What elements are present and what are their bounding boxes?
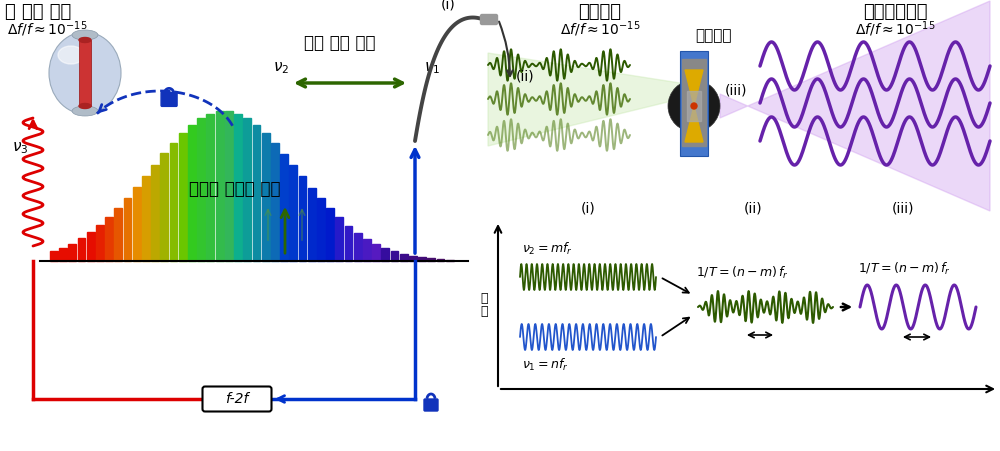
FancyBboxPatch shape <box>424 399 438 411</box>
Bar <box>409 256 417 261</box>
Text: 테라헤르츠파: 테라헤르츠파 <box>863 3 927 21</box>
Bar <box>418 257 426 261</box>
Text: $\Delta f/f \approx 10^{-15}$: $\Delta f/f \approx 10^{-15}$ <box>7 19 88 39</box>
Bar <box>682 59 706 146</box>
Bar <box>114 208 122 261</box>
Bar <box>179 133 187 261</box>
Text: 포토믹서: 포토믹서 <box>696 28 732 43</box>
Bar <box>271 143 279 261</box>
Bar <box>78 239 85 261</box>
Polygon shape <box>685 106 703 142</box>
Bar <box>446 260 454 261</box>
Bar <box>280 154 288 261</box>
Text: (ii): (ii) <box>516 69 535 83</box>
Text: $\Delta f/f \approx 10^{-15}$: $\Delta f/f \approx 10^{-15}$ <box>855 19 935 39</box>
Bar <box>170 143 177 261</box>
Text: 광주파수: 광주파수 <box>578 3 622 21</box>
Text: 광빛 모드 추출: 광빛 모드 추출 <box>304 34 376 52</box>
Text: (i): (i) <box>441 0 455 11</box>
Ellipse shape <box>79 37 91 42</box>
Bar <box>234 114 242 261</box>
Bar <box>363 239 371 261</box>
Bar <box>142 176 150 261</box>
Bar <box>317 198 325 261</box>
Bar <box>372 244 380 261</box>
Bar <box>151 165 159 261</box>
Bar <box>391 251 398 261</box>
Circle shape <box>668 80 720 132</box>
Bar <box>335 217 343 261</box>
FancyBboxPatch shape <box>480 14 498 24</box>
Bar <box>262 133 270 261</box>
Text: (iii): (iii) <box>892 202 914 216</box>
Ellipse shape <box>58 46 84 64</box>
Bar <box>225 111 233 261</box>
Bar <box>427 258 435 261</box>
Bar <box>437 259 444 261</box>
Text: (ii): (ii) <box>744 202 762 216</box>
Bar <box>105 217 113 261</box>
Bar <box>188 125 196 261</box>
Bar <box>345 226 352 261</box>
Bar <box>197 118 205 261</box>
Bar <box>96 226 104 261</box>
Bar <box>687 91 701 121</box>
Ellipse shape <box>49 32 121 114</box>
Ellipse shape <box>72 30 98 40</box>
Polygon shape <box>685 70 703 106</box>
Ellipse shape <box>79 103 91 109</box>
Polygon shape <box>720 1 990 211</box>
Text: $1/T = (n-m)\,f_r$: $1/T = (n-m)\,f_r$ <box>858 261 951 277</box>
Text: 펨토초 레이저 광빛: 펨토초 레이저 광빛 <box>189 180 281 198</box>
Circle shape <box>691 103 697 109</box>
Text: $\nu_2$: $\nu_2$ <box>273 60 289 76</box>
Bar <box>308 188 316 261</box>
Text: $\nu_1 = nf_r$: $\nu_1 = nf_r$ <box>522 357 569 373</box>
Bar <box>354 233 362 261</box>
Bar <box>289 165 297 261</box>
Text: f-2f: f-2f <box>225 392 249 406</box>
Bar <box>326 208 334 261</box>
FancyBboxPatch shape <box>202 387 272 411</box>
Text: 광 시간 표준: 광 시간 표준 <box>5 3 71 21</box>
Bar <box>133 187 141 261</box>
Bar <box>79 40 91 106</box>
Bar <box>400 253 408 261</box>
Bar <box>381 248 389 261</box>
Text: $\nu_3$: $\nu_3$ <box>12 140 28 156</box>
Text: 배
진: 배 진 <box>480 292 488 318</box>
Text: (iii): (iii) <box>725 84 748 98</box>
Ellipse shape <box>72 106 98 116</box>
Bar <box>252 125 260 261</box>
Bar <box>50 251 58 261</box>
Bar <box>299 176 306 261</box>
Bar <box>243 118 251 261</box>
Bar <box>124 198 131 261</box>
FancyBboxPatch shape <box>161 92 177 106</box>
Bar <box>680 51 708 156</box>
Bar <box>59 248 67 261</box>
Text: (i): (i) <box>581 202 595 216</box>
Polygon shape <box>488 53 680 146</box>
Bar <box>68 244 76 261</box>
Text: $\nu_1$: $\nu_1$ <box>424 60 440 76</box>
Bar <box>87 232 95 261</box>
Text: $\nu_2 = mf_r$: $\nu_2 = mf_r$ <box>522 241 573 257</box>
Text: $1/T = (n-m)\,f_r$: $1/T = (n-m)\,f_r$ <box>696 265 789 281</box>
Bar <box>216 111 224 261</box>
Text: $\Delta f/f \approx 10^{-15}$: $\Delta f/f \approx 10^{-15}$ <box>560 19 640 39</box>
Bar <box>160 153 168 261</box>
Bar <box>206 114 214 261</box>
